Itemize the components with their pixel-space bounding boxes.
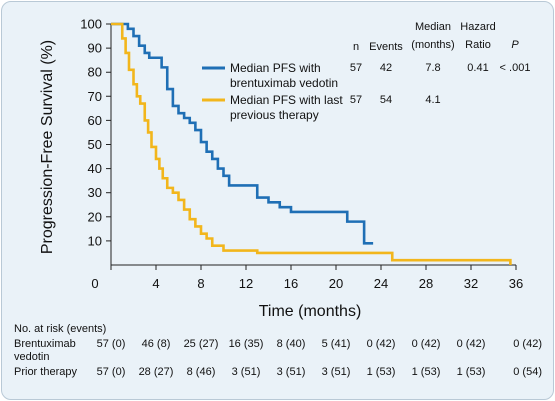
curve-brentuximab <box>111 22 374 245</box>
y-tick-label: 40 <box>88 161 102 176</box>
x-tick-label: 16 <box>284 276 298 291</box>
risk-table-title: No. at risk (events) <box>14 323 107 335</box>
risk-cell: 3 (51) <box>276 366 306 378</box>
row-prior-therapy-n: 57 <box>350 94 362 106</box>
y-tick-label: 50 <box>88 137 102 152</box>
risk-cell: 3 (51) <box>321 366 351 378</box>
risk-cell: 0 (42) <box>411 338 441 350</box>
y-tick-label: 70 <box>88 89 102 104</box>
risk-cell: 5 (41) <box>321 338 351 350</box>
legend-label-brentuximab-line1: Median PFS with <box>230 61 321 75</box>
risk-row-label-prior-therapy: Prior therapy <box>14 366 77 378</box>
y-axis-label: Progression-Free Survival (%) <box>39 40 56 254</box>
x-tick-label: 20 <box>329 276 343 291</box>
risk-cell: 0 (42) <box>513 338 542 350</box>
risk-cell: 1 (53) <box>456 366 486 378</box>
table-header-median-line2: (months) <box>411 39 454 51</box>
risk-cell: 8 (46) <box>186 366 216 378</box>
x-tick-label: 36 <box>509 276 523 291</box>
x-tick-label: 32 <box>464 276 478 291</box>
y-tick-label: 90 <box>88 41 102 56</box>
risk-cell: 57 (0) <box>96 366 126 378</box>
x-axis-label: Time (months) <box>259 303 362 320</box>
row-brentuximab-hazard: 0.41 <box>467 62 488 74</box>
risk-cell: 0 (42) <box>366 338 396 350</box>
x-tick-label: 8 <box>197 276 204 291</box>
x-tick-label: 4 <box>152 276 159 291</box>
legend-label-prior-therapy-line2: previous therapy <box>230 108 319 122</box>
y-tick-label: 80 <box>88 65 102 80</box>
risk-cell: 8 (40) <box>276 338 306 350</box>
legend-label-prior-therapy-line1: Median PFS with last <box>230 93 343 107</box>
risk-cell: 16 (35) <box>228 338 264 350</box>
x-tick-label: 12 <box>239 276 253 291</box>
curve-prior-therapy <box>111 22 512 265</box>
table-header-hazard-line1: Hazard <box>460 21 495 33</box>
row-prior-therapy-median: 4.1 <box>425 94 440 106</box>
risk-cell: 57 (0) <box>96 338 126 350</box>
risk-cell: 28 (27) <box>138 366 174 378</box>
table-header-hazard-line2: Ratio <box>465 39 491 51</box>
y-tick-label: 30 <box>88 185 102 200</box>
risk-cell: 3 (51) <box>231 366 261 378</box>
row-prior-therapy-events: 54 <box>380 94 392 106</box>
y-tick-label: 20 <box>88 209 102 224</box>
y-tick-label: 60 <box>88 113 102 128</box>
risk-cell: 25 (27) <box>183 338 219 350</box>
risk-row-label-brentuximab-line2: vedotin <box>14 351 50 363</box>
y-tick-label: 10 <box>88 233 102 248</box>
row-brentuximab-n: 57 <box>350 62 362 74</box>
risk-cell: 1 (53) <box>366 366 396 378</box>
y-tick-label: 100 <box>80 17 102 32</box>
row-brentuximab-p: < .001 <box>500 62 531 74</box>
legend-label-brentuximab-line2: brentuximab vedotin <box>230 76 338 90</box>
table-header-median-line1: Median <box>415 21 451 33</box>
risk-row-label-brentuximab-line1: Brentuximab <box>14 338 76 350</box>
row-brentuximab-events: 42 <box>380 62 392 74</box>
row-brentuximab-median: 7.8 <box>425 62 440 74</box>
table-header-p: P <box>511 39 519 51</box>
x-tick-label: 28 <box>419 276 433 291</box>
risk-cell: 0 (54) <box>513 366 542 378</box>
risk-cell: 46 (8) <box>141 338 171 350</box>
x-tick-label: 0 <box>91 276 98 291</box>
risk-cell: 0 (42) <box>456 338 486 350</box>
table-header-n: n <box>353 41 359 53</box>
risk-cell: 1 (53) <box>411 366 441 378</box>
x-tick-label: 24 <box>374 276 388 291</box>
table-header-events: Events <box>369 41 403 53</box>
